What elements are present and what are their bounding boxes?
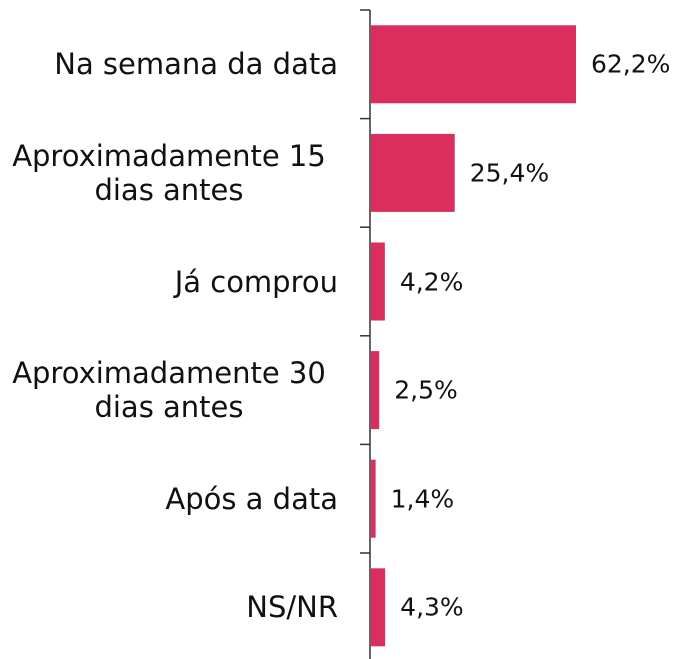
category-label: NS/NR [246, 590, 338, 625]
value-label: 25,4% [469, 158, 550, 188]
value-label: 4,2% [399, 267, 464, 296]
value-label: 2,5% [394, 375, 458, 405]
category-label: Após a data [165, 481, 338, 516]
category-label: Já comprou [174, 264, 338, 299]
value-label: 4,3% [400, 592, 464, 622]
bar [371, 351, 380, 430]
bar [371, 25, 576, 104]
category-label: Na semana da data [54, 47, 338, 82]
value-label: 1,4% [390, 484, 455, 514]
category-label: Aproximadamente 15 dias antes [12, 138, 326, 207]
value-label: 62,2% [591, 49, 671, 79]
bar [371, 568, 386, 647]
bar [371, 459, 376, 538]
bar [371, 242, 385, 321]
category-label: Aproximadamente 30 dias antes [12, 356, 326, 425]
bar [371, 133, 455, 212]
